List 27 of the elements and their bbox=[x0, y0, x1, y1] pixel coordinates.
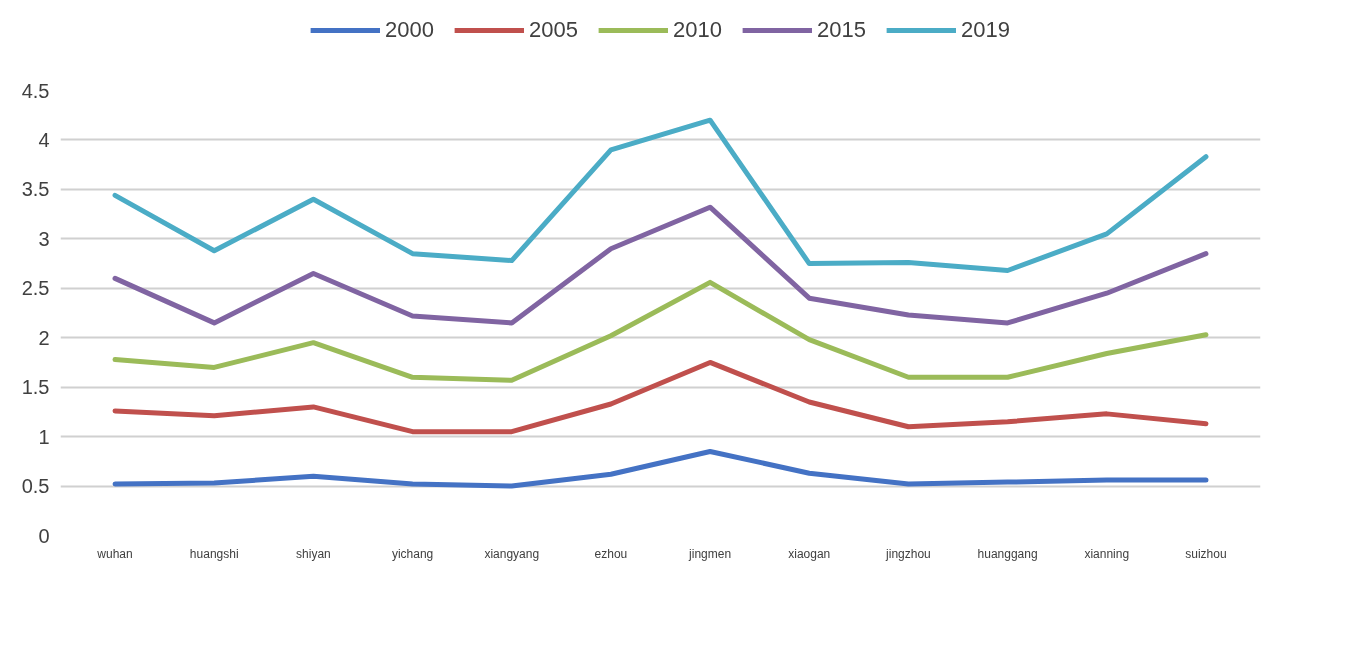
y-tick-label: 1 bbox=[38, 425, 50, 448]
x-tick-label: huanggang bbox=[977, 546, 1038, 561]
legend-label: 2005 bbox=[529, 17, 579, 43]
legend-label: 2010 bbox=[673, 17, 722, 43]
y-tick-label: 2 bbox=[38, 326, 50, 349]
y-tick-label: 4.5 bbox=[21, 79, 50, 102]
x-tick-label: xianning bbox=[1084, 546, 1130, 561]
y-tick-label: 0 bbox=[38, 524, 50, 547]
x-tick-label: suizhou bbox=[1185, 546, 1227, 561]
x-tick-label: ezhou bbox=[594, 546, 628, 561]
y-tick-label: 1.5 bbox=[21, 376, 50, 399]
x-tick-label: yichang bbox=[391, 546, 434, 561]
x-tick-label: xiaogan bbox=[788, 546, 831, 561]
x-tick-label: shiyan bbox=[296, 546, 331, 561]
x-tick-label: xiangyang bbox=[484, 546, 540, 561]
legend-label: 2015 bbox=[816, 17, 866, 43]
x-tick-label: jingmen bbox=[688, 546, 732, 561]
legend-label: 2000 bbox=[385, 17, 435, 43]
y-tick-label: 3.5 bbox=[21, 178, 50, 201]
x-tick-label: huangshi bbox=[189, 546, 239, 561]
x-tick-label: wuhan bbox=[96, 546, 133, 561]
legend-label: 2019 bbox=[960, 17, 1010, 43]
y-tick-label: 2.5 bbox=[21, 277, 50, 300]
y-tick-label: 3 bbox=[38, 227, 50, 250]
y-tick-label: 0.5 bbox=[21, 475, 50, 498]
x-tick-label: jingzhou bbox=[885, 546, 931, 561]
y-tick-label: 4 bbox=[38, 128, 50, 151]
